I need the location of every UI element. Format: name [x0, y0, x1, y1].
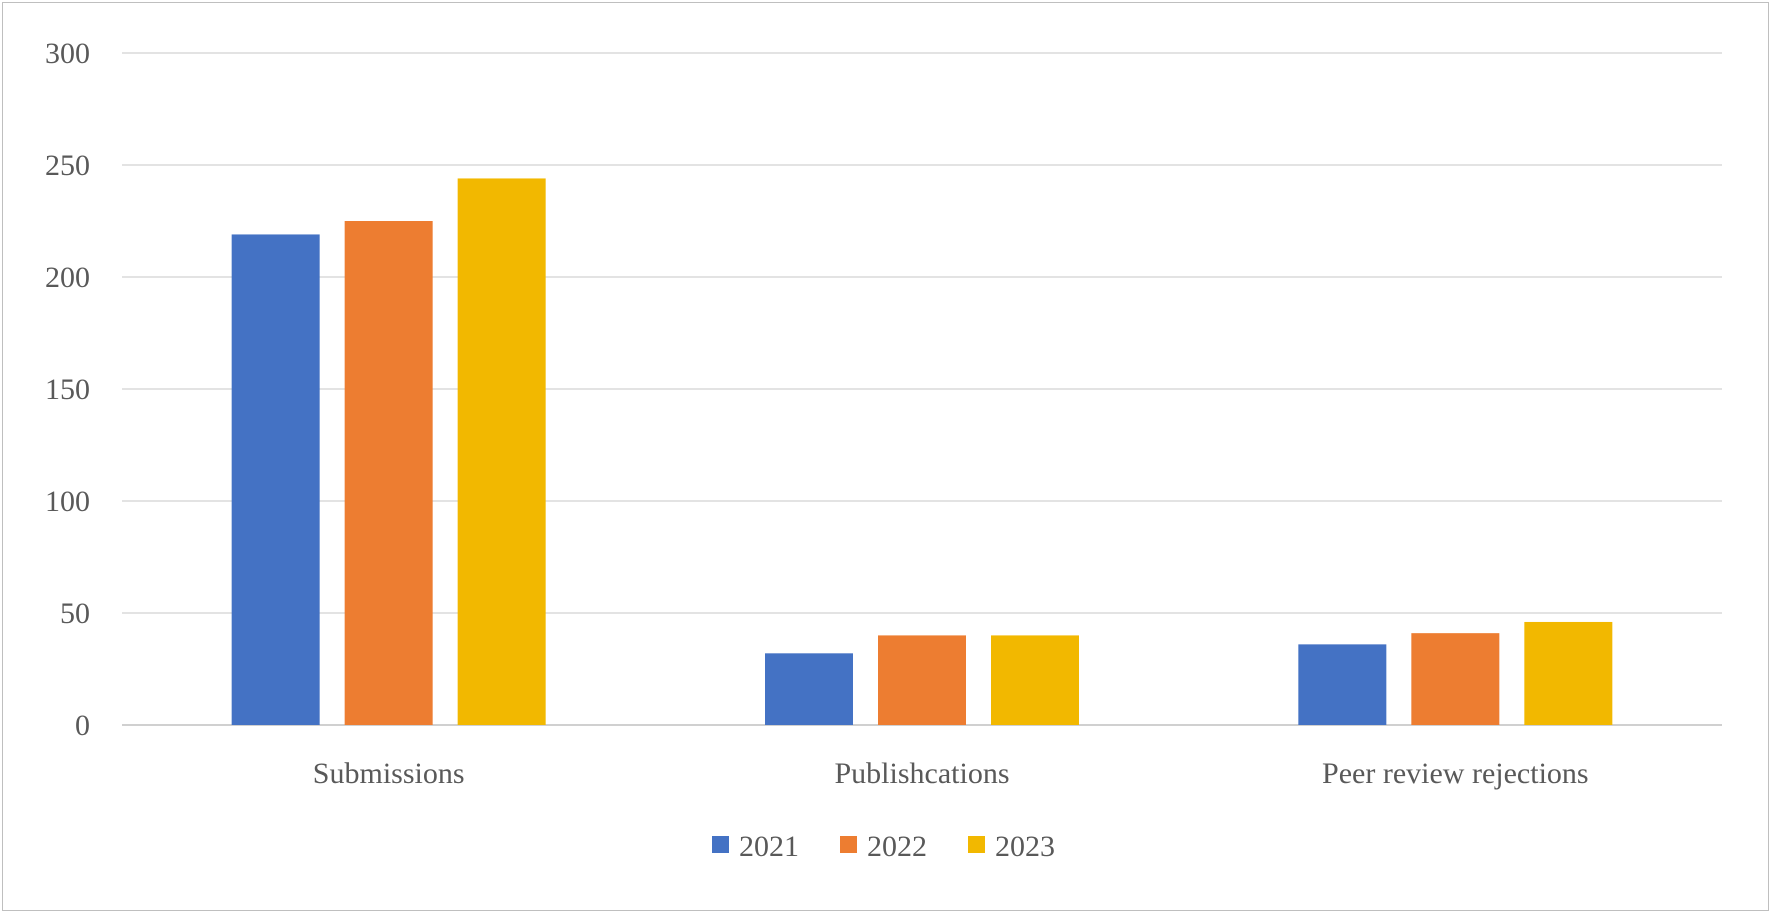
bar-2023-2 [1524, 621, 1613, 725]
y-tick-label: 150 [45, 373, 90, 406]
bar-2022-2 [1411, 633, 1500, 725]
y-tick-label: 100 [45, 485, 90, 518]
legend-label: 2021 [739, 830, 799, 863]
legend-swatch-2021 [712, 836, 729, 853]
bar-2023-1 [991, 635, 1079, 725]
legend-swatch-2022 [840, 836, 857, 853]
legend-label: 2023 [995, 830, 1055, 863]
x-tick-label: Publishcations [834, 757, 1009, 790]
y-tick-label: 300 [45, 37, 90, 70]
y-tick-label: 50 [60, 597, 90, 630]
x-tick-label: Submissions [313, 757, 465, 790]
bar-2023-0 [457, 178, 546, 725]
legend-label: 2022 [867, 830, 927, 863]
bar-2022-1 [878, 635, 966, 725]
x-tick-label: Peer review rejections [1322, 757, 1589, 790]
y-tick-label: 200 [45, 261, 90, 294]
y-tick-label: 250 [45, 149, 90, 182]
y-tick-label: 0 [75, 709, 90, 742]
bar-2021-2 [1298, 644, 1387, 725]
bar-2022-0 [344, 221, 433, 725]
bar-2021-0 [231, 234, 320, 725]
legend-swatch-2023 [968, 836, 985, 853]
bar-2021-1 [765, 653, 853, 725]
